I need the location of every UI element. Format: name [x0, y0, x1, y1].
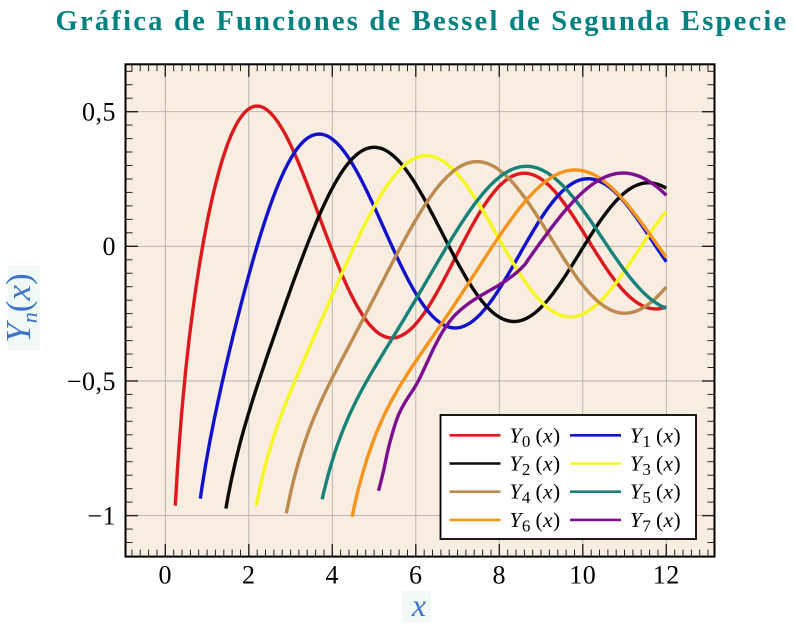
svg-text:Yn(x): Yn(x) [0, 273, 42, 342]
svg-text:6: 6 [409, 561, 423, 590]
svg-text:12: 12 [653, 561, 680, 590]
svg-text:4: 4 [326, 561, 340, 590]
svg-text:Y4 (x): Y4 (x) [510, 480, 561, 508]
svg-text:Y6 (x): Y6 (x) [510, 508, 561, 536]
svg-text:−1: −1 [87, 501, 116, 530]
svg-text:Y3 (x): Y3 (x) [630, 452, 681, 480]
svg-text:Y5 (x): Y5 (x) [630, 480, 681, 508]
svg-text:Y1 (x): Y1 (x) [630, 423, 681, 451]
svg-text:Y2 (x): Y2 (x) [510, 452, 561, 480]
svg-text:8: 8 [493, 561, 507, 590]
svg-text:Y7 (x): Y7 (x) [630, 508, 681, 536]
svg-text:Y0 (x): Y0 (x) [510, 423, 561, 451]
svg-text:x: x [411, 587, 426, 623]
svg-text:−0,5: −0,5 [67, 367, 116, 396]
svg-text:0: 0 [159, 561, 173, 590]
svg-text:2: 2 [242, 561, 256, 590]
svg-text:0: 0 [103, 232, 117, 261]
svg-text:10: 10 [569, 561, 596, 590]
svg-text:Gráfica de Funciones de Bessel: Gráfica de Funciones de Bessel de Segund… [56, 6, 789, 37]
svg-text:0,5: 0,5 [82, 98, 116, 127]
